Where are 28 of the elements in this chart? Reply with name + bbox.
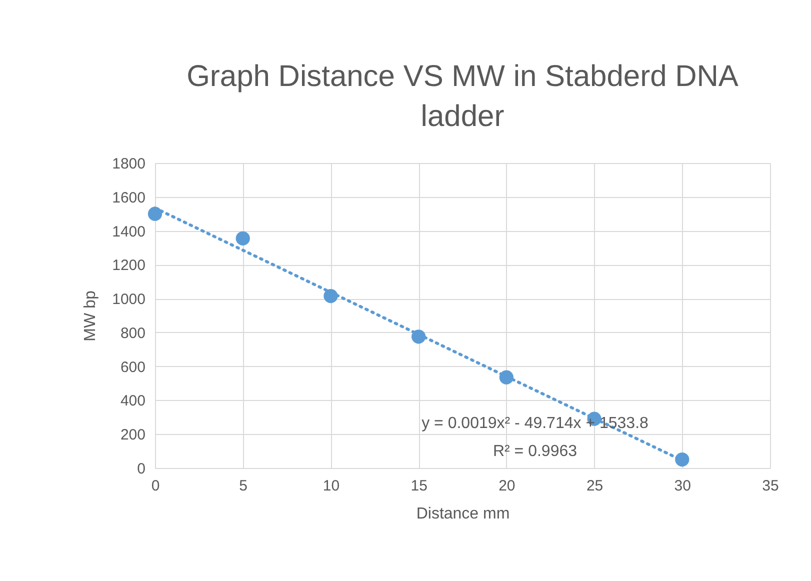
point (236, 231, 250, 246)
y-axis-title: MW bp (82, 290, 100, 342)
x-tick-label: 15 (410, 478, 428, 494)
y-tick-label: 200 (120, 426, 146, 444)
y-tick-label: 400 (120, 392, 146, 410)
x-tick-label: 20 (498, 478, 516, 494)
y-tick-label: 600 (120, 358, 146, 376)
x-tick-label: 25 (586, 478, 604, 494)
x-tick-label: 35 (762, 478, 779, 494)
y-tick-label: 1400 (112, 223, 146, 240)
annotation: R² = 0.9963 (492, 443, 578, 460)
y-tick-label: 1600 (112, 189, 146, 206)
x-tick-label: 30 (674, 478, 691, 494)
point (324, 288, 338, 304)
y-tick-label: 800 (120, 324, 146, 342)
x-tick-label: 0 (151, 478, 160, 494)
x-tick-label: 10 (322, 478, 340, 494)
point (412, 330, 426, 344)
x-axis-title: Distance mm (416, 506, 510, 522)
y-tick-label: 1800 (112, 156, 146, 172)
y-tick-label: 1000 (112, 291, 146, 308)
y-tick-label: 1200 (112, 257, 146, 274)
point (675, 452, 690, 467)
point (499, 370, 514, 384)
point (148, 206, 162, 221)
x-tick-label: 5 (239, 478, 248, 494)
chart-title: Graph Distance VS MW in Stabderd DNA ladder (186, 60, 738, 133)
y-tick-label: 0 (137, 460, 146, 478)
